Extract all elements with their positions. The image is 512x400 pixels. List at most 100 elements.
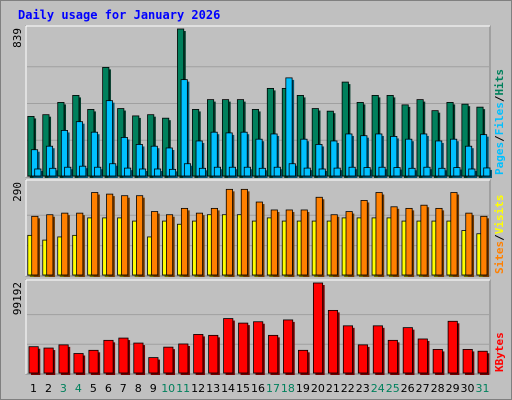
y-max-label: 99192 xyxy=(11,282,24,315)
bar-pages xyxy=(468,168,476,177)
bar-pages xyxy=(139,168,147,177)
bar-kbytes xyxy=(163,346,174,374)
day-label: 4 xyxy=(75,382,82,395)
bar-kbytes xyxy=(447,320,458,374)
bar-sites xyxy=(315,196,323,276)
bar-hits xyxy=(461,103,469,177)
day-label: 11 xyxy=(176,382,190,395)
legend-entry: Visits xyxy=(493,195,506,235)
day-label: 22 xyxy=(341,382,355,395)
day-label: 31 xyxy=(476,382,490,395)
bar-pages xyxy=(408,167,416,177)
day-label: 21 xyxy=(326,382,340,395)
bar-kbytes xyxy=(253,321,264,374)
day-label: 5 xyxy=(90,382,97,395)
bar-pages xyxy=(288,163,296,177)
bar-pages xyxy=(378,166,386,177)
day-label: 28 xyxy=(431,382,445,395)
day-label: 27 xyxy=(416,382,430,395)
bar-kbytes xyxy=(402,327,413,374)
bar-kbytes xyxy=(462,349,473,374)
bar-kbytes xyxy=(193,334,204,374)
day-label: 18 xyxy=(281,382,295,395)
bar-sites xyxy=(240,188,248,276)
bar-pages xyxy=(34,168,42,177)
bar-sites xyxy=(375,192,383,276)
legend-hits-files-pages: Pages/Files/Hits xyxy=(493,69,506,175)
y-max-label: 839 xyxy=(11,28,24,48)
bar-kbytes xyxy=(387,339,398,374)
bar-kbytes xyxy=(208,334,219,374)
bar-sites xyxy=(480,215,488,276)
legend-entry: KBytes xyxy=(493,332,506,372)
bar-kbytes xyxy=(283,319,294,374)
bar-kbytes xyxy=(58,344,69,374)
bar-kbytes xyxy=(432,349,443,374)
bar-kbytes xyxy=(43,347,54,374)
day-label: 13 xyxy=(206,382,220,395)
bar-pages xyxy=(94,166,102,177)
legend-entry: Sites xyxy=(493,241,506,274)
bar-kbytes xyxy=(372,325,383,374)
bar-pages xyxy=(198,167,207,177)
day-label: 19 xyxy=(296,382,310,395)
bar-sites xyxy=(106,193,114,276)
bar-pages xyxy=(183,163,192,177)
day-label: 7 xyxy=(120,382,127,395)
day-label: 8 xyxy=(135,382,142,395)
bar-pages xyxy=(318,168,326,177)
day-label: 25 xyxy=(386,382,400,395)
day-label: 23 xyxy=(356,382,370,395)
bar-pages xyxy=(363,167,371,177)
legend-entry: / xyxy=(493,135,506,142)
bar-kbytes xyxy=(133,342,144,374)
bar-pages xyxy=(243,166,251,177)
bar-pages xyxy=(228,166,236,177)
bar-hits xyxy=(266,87,274,177)
day-label: 14 xyxy=(221,382,235,395)
bar-pages xyxy=(79,165,87,177)
day-label: 29 xyxy=(446,382,460,395)
day-label: 17 xyxy=(266,382,280,395)
bar-pages xyxy=(483,167,491,177)
bar-sites xyxy=(195,212,204,276)
bar-sites xyxy=(46,214,54,276)
bar-hits xyxy=(42,114,50,177)
bar-kbytes xyxy=(73,353,84,374)
bar-sites xyxy=(225,188,233,276)
day-label: 12 xyxy=(191,382,205,395)
bar-sites xyxy=(151,211,159,276)
bar-sites xyxy=(345,211,353,276)
day-label: 1 xyxy=(30,382,37,395)
bar-kbytes xyxy=(28,346,39,374)
bar-sites xyxy=(210,207,218,276)
bar-pages xyxy=(154,168,162,177)
bar-sites xyxy=(465,212,473,276)
bar-sites xyxy=(136,195,144,276)
bar-hits xyxy=(27,116,35,177)
day-label: 10 xyxy=(161,382,175,395)
bar-sites xyxy=(61,212,69,276)
bar-sites xyxy=(121,195,129,276)
bar-kbytes xyxy=(298,349,309,374)
bar-sites xyxy=(91,192,99,276)
bar-pages xyxy=(273,166,281,177)
legend-entry: Files xyxy=(493,102,506,135)
bar-sites xyxy=(285,209,293,276)
day-label: 20 xyxy=(311,382,325,395)
bar-kbytes xyxy=(327,309,339,374)
bar-sites xyxy=(360,200,368,276)
bar-kbytes xyxy=(342,325,353,374)
bar-hits xyxy=(296,95,304,177)
bar-sites xyxy=(31,215,39,276)
bar-pages xyxy=(258,167,266,177)
bar-kbytes xyxy=(118,337,129,374)
bar-sites xyxy=(270,209,278,276)
legend-entry: Hits xyxy=(493,69,506,96)
bar-sites xyxy=(255,201,263,276)
bar-sites xyxy=(330,214,338,276)
bar-hits xyxy=(311,108,319,177)
bar-kbytes xyxy=(88,349,99,374)
legend-kbytes: KBytes xyxy=(493,332,506,372)
